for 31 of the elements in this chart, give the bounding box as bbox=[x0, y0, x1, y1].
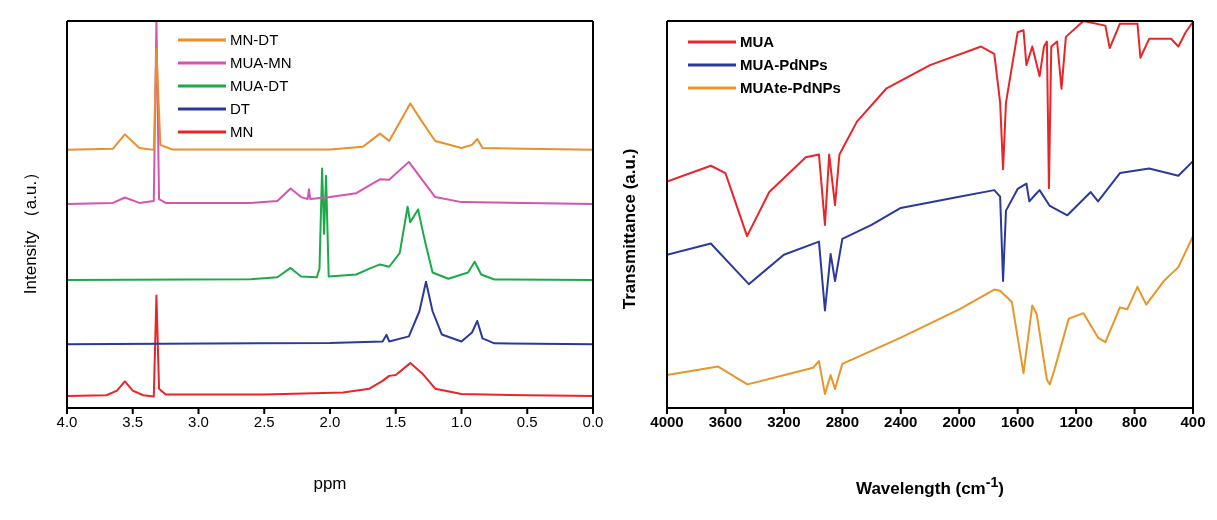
x-tick-label: 2000 bbox=[942, 412, 976, 430]
x-tick-label: 4.0 bbox=[56, 412, 78, 430]
legend-label: MUA-DT bbox=[230, 77, 289, 94]
x-tick-label: 800 bbox=[1122, 412, 1148, 430]
legend-label: MUA bbox=[740, 33, 775, 50]
x-tick-label: 3600 bbox=[708, 412, 743, 430]
legend-label: MN-DT bbox=[230, 31, 279, 48]
x-tick-label: 0.5 bbox=[516, 412, 538, 430]
x-tick-label: 1.0 bbox=[451, 412, 472, 430]
legend-label: MN bbox=[230, 123, 254, 140]
x-tick-label: 400 bbox=[1180, 412, 1206, 430]
x-axis-title: ppm bbox=[312, 474, 348, 494]
x-tick-label: 3.5 bbox=[122, 412, 144, 430]
x-tick-label: 0.0 bbox=[582, 412, 604, 430]
legend-label: MUA-MN bbox=[230, 54, 292, 71]
x-tick-label: 3.0 bbox=[188, 412, 209, 430]
y-axis-title: Transmittance (a.u.) bbox=[620, 148, 640, 310]
x-tick-label: 1200 bbox=[1059, 412, 1093, 430]
x-tick-label: 3200 bbox=[767, 412, 801, 430]
legend-label: MUA-PdNPs bbox=[740, 56, 828, 73]
x-axis-title: Wavelength (cm$^{-1}$) bbox=[855, 474, 1005, 499]
x-tick-label: 2400 bbox=[884, 412, 918, 430]
legend-label: MUAte-PdNPs bbox=[740, 79, 841, 96]
y-axis-title: Intensity （a.u.） bbox=[19, 163, 41, 295]
x-tick-label: 2800 bbox=[825, 412, 860, 430]
x-tick-label: 1.5 bbox=[385, 412, 407, 430]
legend-label: DT bbox=[230, 100, 250, 117]
x-tick-label: 2.5 bbox=[253, 412, 275, 430]
x-tick-label: 1600 bbox=[1000, 412, 1035, 430]
x-tick-label: 2.0 bbox=[319, 412, 341, 430]
x-tick-label: 4000 bbox=[650, 412, 684, 430]
